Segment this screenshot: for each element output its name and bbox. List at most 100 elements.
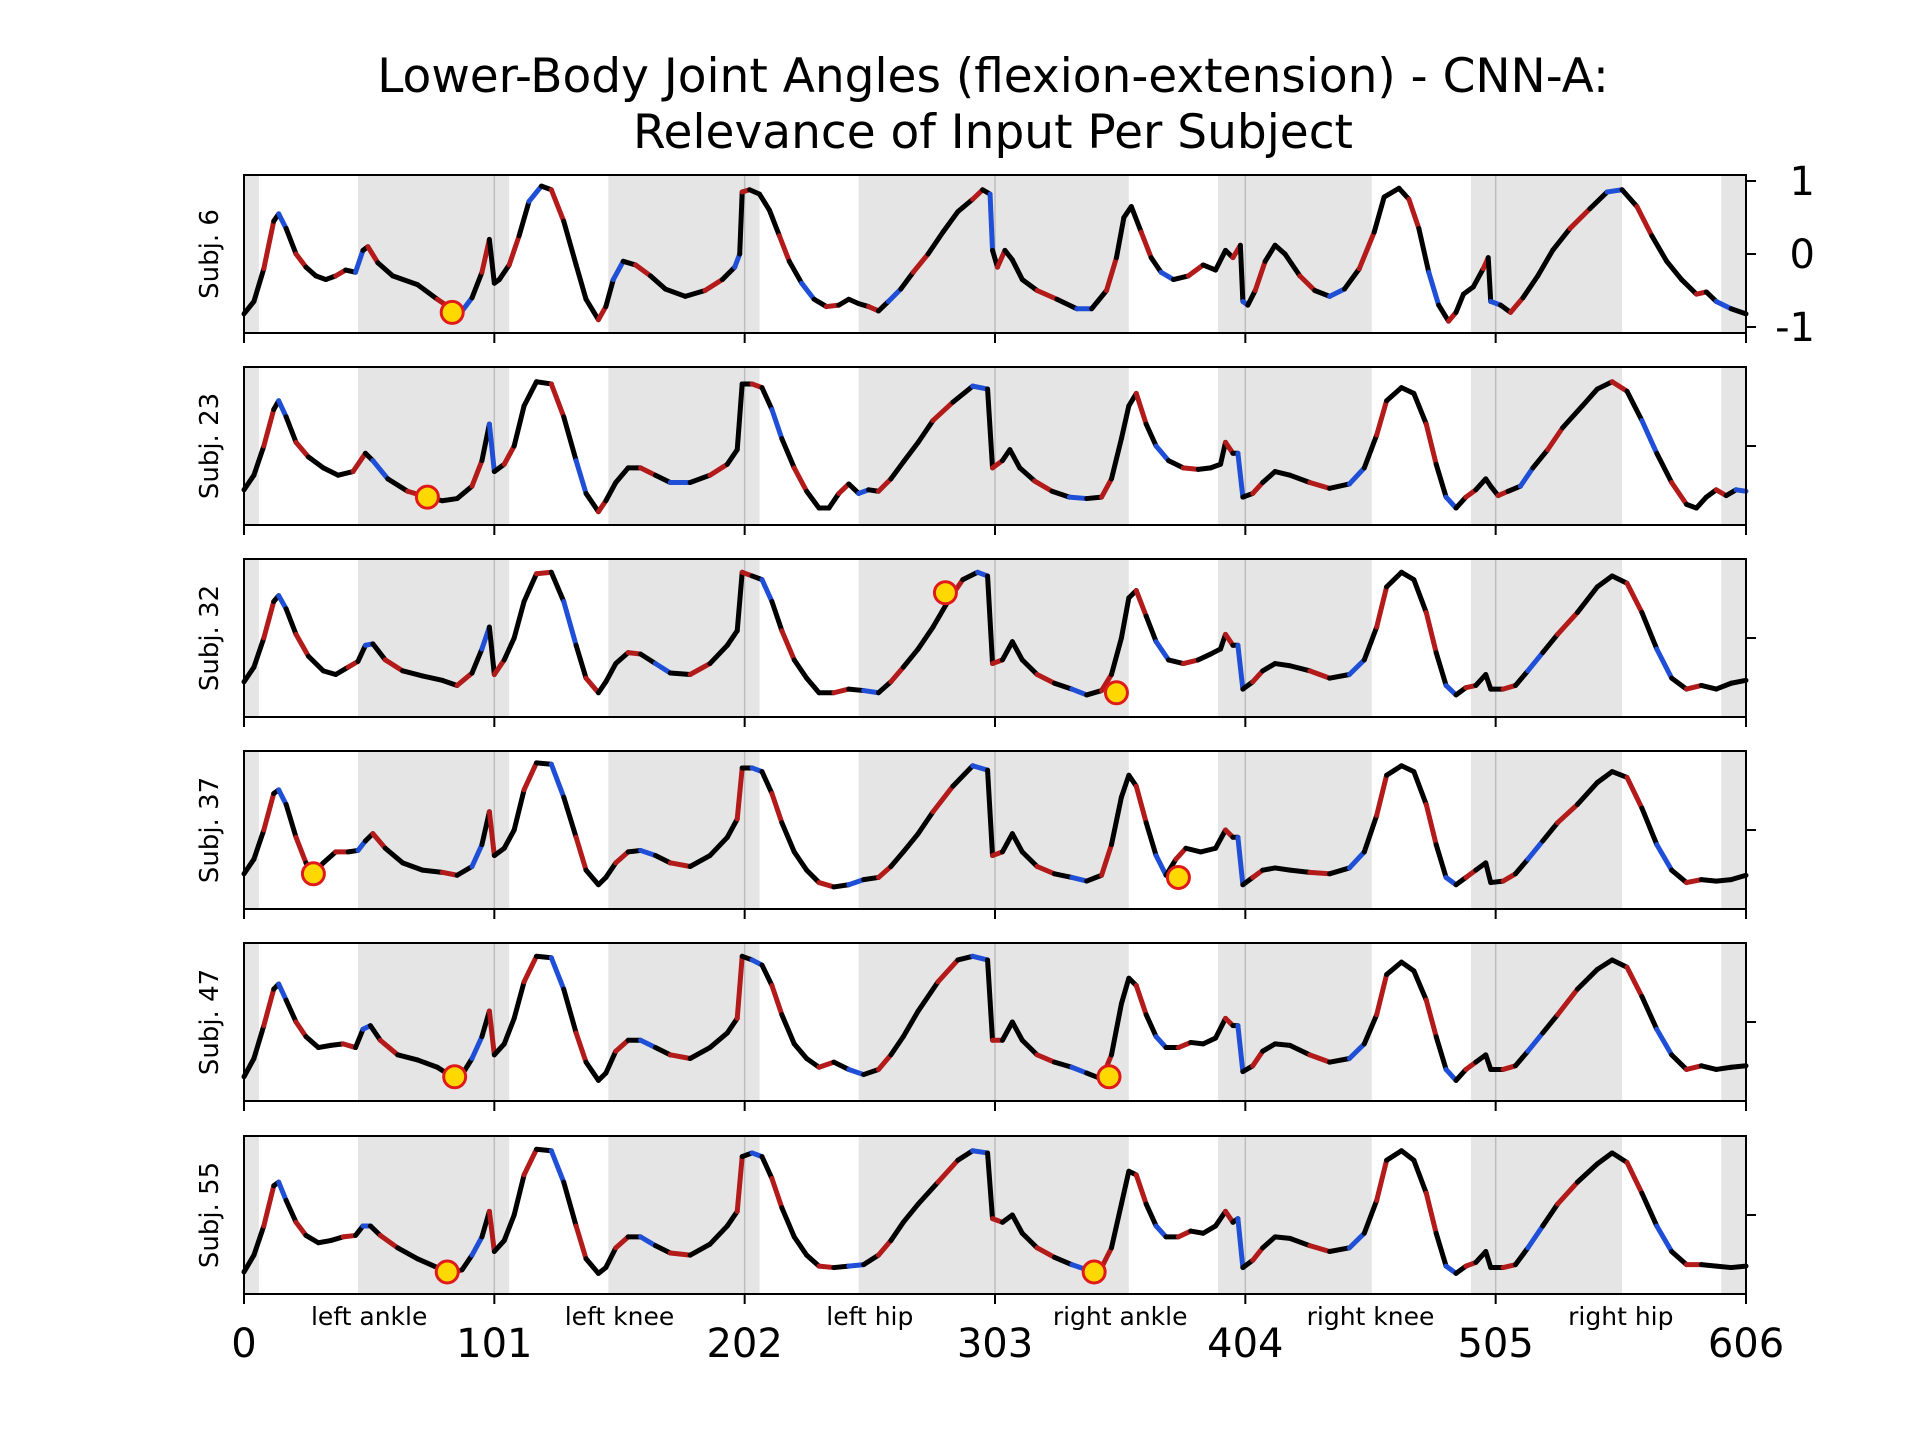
series-line-segment [603,1048,619,1076]
series-line-segment [1034,1245,1057,1260]
series-line-segment [804,675,822,696]
series-line-segment [1148,255,1164,275]
series-line-segment [888,1034,906,1058]
series-line-segment [804,1252,822,1269]
series-line-segment [1374,972,1390,1018]
series-line-segment [1411,390,1429,427]
series-line-segment [1698,1063,1719,1072]
series-line-segment [1619,187,1640,210]
series-line-segment [439,869,460,878]
series-line-segment [1307,668,1333,681]
series-line-segment [915,624,936,652]
relevance-hotspot [416,486,439,509]
series-line-segment [900,1008,921,1040]
series-line-segment [638,1037,658,1051]
series-line-segment [303,1034,321,1051]
series-line-segment [305,653,326,674]
series-line-segment [501,635,517,663]
series-line-segment [1594,769,1615,786]
series-line-segment [610,258,626,283]
series-line-segment [1594,573,1615,590]
x-tick-label: 303 [957,1321,1033,1367]
series-line-segment [915,809,936,837]
series-line-segment [1051,1254,1075,1268]
series-line-segment [595,304,609,323]
series-line-segment [831,1059,852,1072]
y-tick-label: -1 [1775,305,1815,351]
series-line-segment [1540,1201,1561,1229]
series-line-segment [355,642,368,664]
series-line-segment [501,1212,517,1244]
series-line-segment [1669,1052,1690,1072]
series-line-segment [1423,997,1439,1040]
series-line-segment [1520,273,1541,301]
subject-panel: Subj. 23 [195,366,1756,535]
series-line-segment [900,439,921,465]
series-line-segment [816,880,837,890]
series-line-segment [925,229,946,257]
relevance-hotspot [441,301,464,324]
series-line-segment [1639,993,1660,1032]
series-line-segment [1654,450,1675,485]
series-line-segment [1406,196,1422,231]
series-line-segment [999,831,1015,855]
series-line-segment [1433,650,1449,688]
series-line-segment [804,1056,822,1070]
series-line-segment [1579,386,1600,409]
series-line-segment [900,646,921,670]
series-line-segment [1587,189,1610,212]
series-line-segment [888,459,906,482]
series-line-segment [1684,1063,1704,1072]
series-line-segment [1327,1056,1352,1065]
joint-label: right knee [1307,1302,1435,1331]
series-line-segment [370,458,391,482]
subject-panel: Subj. 47 [195,942,1756,1111]
series-line-segment [786,258,805,286]
joint-shade [1218,559,1372,717]
series-line-segment [662,286,688,299]
series-line-segment [377,1232,401,1251]
series-line-segment [1530,447,1551,471]
series-line-segment [521,953,539,985]
series-line-segment [548,955,567,992]
series-line-segment [1019,849,1040,869]
subject-panel: Subj. 55 [195,1135,1756,1304]
series-line-segment [1260,469,1278,485]
x-tick-label: 505 [1457,1321,1533,1367]
x-tick-label: 101 [456,1321,532,1367]
series-line-segment [1143,1201,1159,1229]
series-line-segment [667,670,693,677]
series-line-segment [1416,225,1432,275]
series-line-segment [1069,686,1090,698]
series-line-segment [1009,831,1025,855]
series-line-segment [1512,1048,1531,1069]
series-line-segment [652,1045,673,1058]
y-tick-label: 1 [1790,159,1815,205]
series-line-segment [276,787,289,807]
series-line-segment [1237,242,1246,304]
joint-shade [1218,943,1372,1101]
series-line-segment [1654,842,1675,873]
joint-shade [608,559,760,717]
series-line-segment [970,953,991,963]
series-line-segment [293,251,309,270]
series-line-segment [511,979,527,1021]
series-line-segment [293,834,309,866]
series-line-segment [400,668,425,679]
series-line-segment [779,1012,797,1047]
series-line-segment [687,1241,713,1258]
series-line-segment [719,264,738,283]
series-line-segment [1099,842,1114,878]
series-line-segment [1287,1042,1313,1058]
series-line-segment [861,688,882,696]
series-line-segment [1361,1012,1380,1047]
series-line-segment [900,1201,921,1225]
series-line-segment [613,465,631,485]
subject-label: Subj. 23 [195,393,225,499]
relevance-marker [439,299,465,325]
joint-shade [1721,559,1746,717]
series-line-segment [419,673,445,683]
series-line-segment [1118,595,1132,641]
series-line-segment [1066,494,1090,502]
series-line-segment [888,664,906,685]
